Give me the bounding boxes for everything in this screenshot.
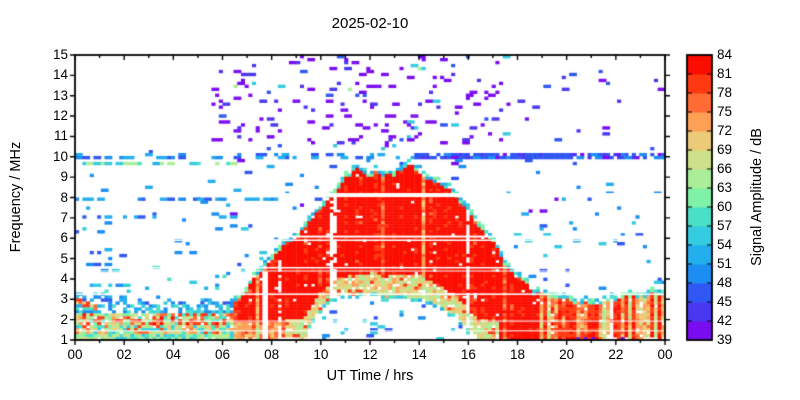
y-tick-label: 11 [53, 128, 68, 144]
colorbar-label: Signal Amplitude / dB [749, 128, 765, 266]
x-tick-label: 10 [313, 347, 329, 362]
x-tick-label: 00 [657, 347, 673, 362]
colorbar-tick-label: 72 [717, 123, 733, 138]
x-tick-label: 14 [411, 347, 427, 362]
colorbar-tick-label: 51 [717, 256, 733, 271]
y-tick-label: 15 [52, 47, 68, 62]
y-tick-label: 12 [52, 108, 68, 124]
x-axis-label: UT Time / hrs [326, 368, 414, 384]
y-tick-label: 6 [60, 230, 68, 246]
x-tick-label: 08 [264, 347, 280, 362]
y-tick-label: 10 [52, 148, 68, 164]
chart-title: 2025-02-10 [331, 15, 409, 32]
y-tick-label: 5 [60, 250, 68, 266]
y-tick-label: 8 [60, 189, 68, 205]
y-axis-label: Frequency / MHz [8, 141, 24, 253]
x-tick-label: 18 [509, 347, 526, 362]
y-tick-label: 1 [60, 332, 68, 347]
x-tick-label: 04 [165, 347, 181, 362]
y-tick-label: 14 [52, 67, 68, 83]
x-tick-label: 00 [67, 347, 83, 362]
x-tick-label: 22 [608, 347, 624, 362]
x-tick-label: 12 [362, 347, 378, 362]
colorbar-tick-label: 66 [717, 161, 733, 176]
colorbar-tick-label: 75 [717, 104, 733, 119]
colorbar-tick-label: 42 [717, 313, 733, 328]
x-tick-label: 02 [116, 347, 132, 362]
y-tick-label: 9 [60, 169, 68, 185]
colorbar-tick-label: 39 [717, 332, 733, 347]
y-tick-label: 3 [60, 291, 68, 307]
colorbar-tick-label: 54 [717, 237, 733, 252]
colorbar-tick-label: 63 [717, 180, 733, 195]
x-tick-label: 06 [214, 347, 231, 362]
colorbar-tick-label: 60 [717, 199, 733, 214]
x-tick-label: 20 [559, 347, 575, 362]
y-tick-label: 7 [60, 209, 68, 225]
y-tick-label: 13 [52, 87, 68, 103]
y-tick-label: 4 [60, 270, 68, 286]
colorbar-tick-label: 81 [717, 66, 733, 81]
colorbar-tick-label: 48 [717, 275, 733, 290]
y-tick-label: 2 [60, 311, 68, 327]
colorbar-tick-label: 45 [717, 294, 733, 309]
colorbar-tick-label: 69 [717, 142, 733, 157]
colorbar-tick-label: 57 [717, 218, 733, 233]
colorbar-tick-label: 78 [717, 85, 733, 100]
colorbar-tick-label: 84 [717, 47, 733, 62]
x-tick-label: 16 [460, 347, 476, 362]
